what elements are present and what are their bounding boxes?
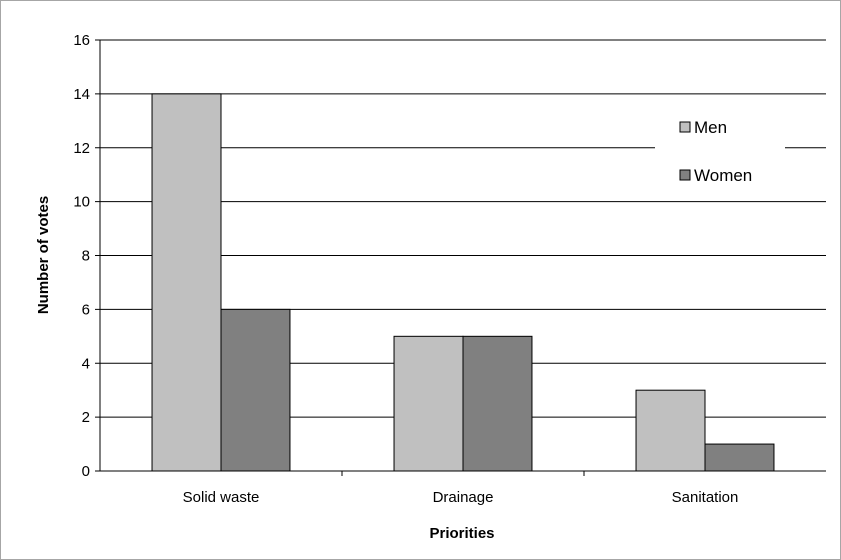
x-tick-label: Sanitation bbox=[672, 489, 739, 506]
bar-women-solid-waste bbox=[220, 308, 291, 472]
y-tick-label: 6 bbox=[82, 301, 90, 318]
legend: Men Women bbox=[655, 107, 785, 193]
bar-women-sanitation bbox=[704, 443, 775, 472]
y-tick-label: 14 bbox=[73, 86, 90, 103]
y-tick-label: 12 bbox=[73, 140, 90, 157]
y-tick-label: 2 bbox=[82, 409, 90, 426]
y-tick-label: 10 bbox=[73, 194, 90, 211]
legend-swatch-men bbox=[679, 121, 691, 133]
x-tick-label: Drainage bbox=[433, 489, 494, 506]
y-tick-label: 16 bbox=[73, 32, 90, 49]
bar-men-sanitation bbox=[635, 389, 706, 472]
bar-men-solid-waste bbox=[151, 93, 222, 472]
y-tick-label: 8 bbox=[82, 248, 90, 265]
x-tick-label: Solid waste bbox=[183, 489, 260, 506]
y-tick-label: 0 bbox=[82, 463, 90, 480]
x-axis-title: Priorities bbox=[429, 525, 494, 542]
legend-background bbox=[655, 107, 785, 193]
axes bbox=[95, 39, 826, 476]
y-tick-label: 4 bbox=[82, 355, 90, 372]
legend-swatch-women bbox=[679, 169, 691, 181]
y-axis-title: Number of votes bbox=[35, 196, 52, 314]
bars bbox=[151, 93, 775, 472]
legend-label-women: Women bbox=[694, 166, 752, 185]
legend-label-men: Men bbox=[694, 118, 727, 137]
x-tick-labels: Solid waste Drainage Sanitation bbox=[183, 489, 739, 506]
bar-men-drainage bbox=[393, 335, 464, 472]
y-tick-labels: 0 2 4 6 8 10 12 14 16 bbox=[73, 32, 90, 480]
bar-women-drainage bbox=[462, 335, 533, 472]
